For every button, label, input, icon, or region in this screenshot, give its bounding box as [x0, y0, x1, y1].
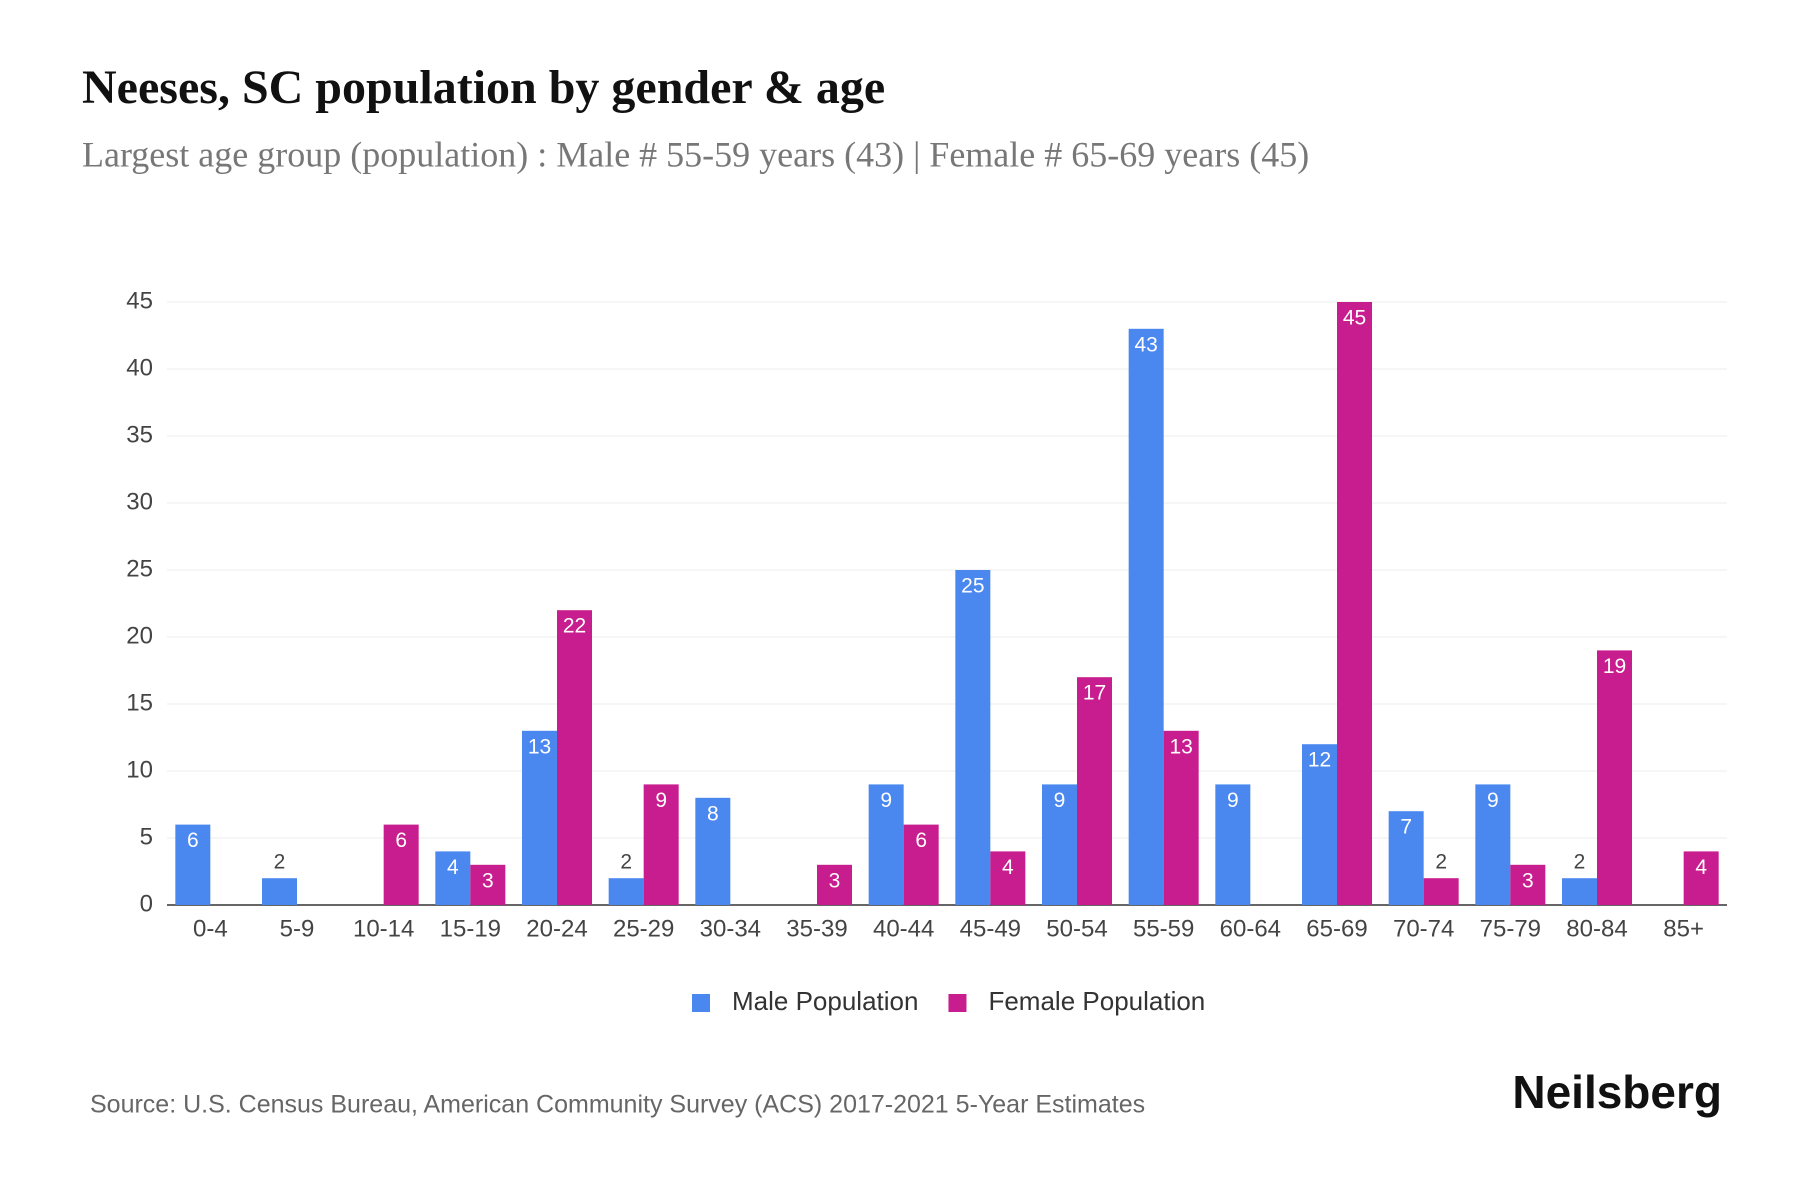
bar — [990, 851, 1026, 905]
y-tick-label: 5 — [140, 823, 153, 850]
bar — [1077, 677, 1112, 905]
value-label: 13 — [1169, 735, 1192, 758]
x-tick-label: 65-69 — [1306, 915, 1367, 942]
bar — [1597, 650, 1632, 905]
bar — [435, 851, 471, 905]
x-tick-label: 35-39 — [786, 915, 847, 942]
value-label: 8 — [707, 802, 719, 825]
bar — [383, 824, 419, 905]
bar — [262, 878, 297, 905]
bar — [1302, 744, 1337, 905]
bar — [557, 610, 592, 905]
x-tick-label: 30-34 — [700, 915, 761, 942]
value-label: 6 — [187, 829, 199, 852]
bar — [1215, 784, 1251, 905]
value-label: 4 — [1695, 856, 1707, 879]
value-label: 45 — [1343, 307, 1366, 330]
bar — [695, 797, 731, 905]
bar — [1337, 302, 1372, 905]
bar — [868, 784, 904, 905]
value-label: 17 — [1083, 682, 1106, 705]
y-tick-label: 25 — [126, 555, 153, 582]
value-label: 9 — [1227, 789, 1239, 812]
x-tick-label: 55-59 — [1133, 915, 1194, 942]
value-label: 19 — [1603, 655, 1626, 678]
bar — [175, 824, 211, 905]
y-tick-label: 45 — [126, 287, 153, 314]
bar — [522, 730, 557, 905]
x-tick-label: 20-24 — [526, 915, 587, 942]
brand-logo: Neilsberg — [1512, 1066, 1722, 1118]
bar — [1423, 878, 1459, 905]
value-label: 9 — [655, 789, 667, 812]
x-tick-label: 0-4 — [193, 915, 228, 942]
y-tick-label: 10 — [126, 756, 153, 783]
value-label: 6 — [395, 829, 407, 852]
y-tick-label: 20 — [126, 622, 153, 649]
value-label: 43 — [1134, 333, 1157, 356]
bar — [955, 570, 991, 905]
chart-title: Neeses, SC population by gender & age — [82, 61, 885, 114]
value-label: 7 — [1400, 816, 1412, 839]
value-label: 3 — [1522, 869, 1534, 892]
bar — [470, 864, 506, 905]
value-label: 2 — [274, 851, 286, 874]
x-tick-label: 15-19 — [440, 915, 501, 942]
bar — [1388, 811, 1424, 905]
legend-marker — [948, 994, 967, 1012]
bar — [1163, 730, 1199, 905]
x-tick-label: 5-9 — [280, 915, 315, 942]
source: Source: U.S. Census Bureau, American Com… — [90, 1091, 1145, 1119]
chart-subtitle: Largest age group (population) : Male # … — [82, 134, 1309, 174]
value-label: 6 — [915, 829, 927, 852]
y-tick-label: 40 — [126, 354, 153, 381]
legend-label: Female Population — [988, 986, 1205, 1016]
value-label: 2 — [620, 851, 632, 874]
value-label: 25 — [961, 575, 984, 598]
bar — [1475, 784, 1511, 905]
bar — [1683, 851, 1719, 905]
legend-marker — [692, 994, 710, 1012]
bar — [817, 864, 852, 905]
x-tick-label: 70-74 — [1393, 915, 1454, 942]
value-label: 3 — [482, 869, 494, 892]
x-tick-label: 10-14 — [353, 915, 414, 942]
bar — [1562, 878, 1597, 905]
value-label: 22 — [563, 615, 586, 638]
bar — [1128, 328, 1164, 905]
x-tick-label: 25-29 — [613, 915, 674, 942]
y-tick-label: 30 — [126, 488, 153, 515]
value-label: 9 — [1487, 789, 1499, 812]
x-tick-label: 40-44 — [873, 915, 934, 942]
y-tick-label: 15 — [126, 689, 153, 716]
y-tick-label: 35 — [126, 421, 153, 448]
bar — [1510, 864, 1546, 905]
x-tick-label: 45-49 — [960, 915, 1021, 942]
y-tick-label: 0 — [140, 890, 153, 917]
value-label: 9 — [1054, 789, 1066, 812]
bar — [608, 878, 644, 905]
x-tick-label: 75-79 — [1480, 915, 1541, 942]
bar — [643, 784, 679, 905]
value-label: 2 — [1574, 851, 1586, 874]
x-tick-label: 85+ — [1663, 915, 1704, 942]
value-label: 2 — [1435, 851, 1447, 874]
bar — [1042, 784, 1077, 905]
value-label: 9 — [880, 789, 892, 812]
x-tick-label: 80-84 — [1566, 915, 1627, 942]
bar — [903, 824, 939, 905]
value-label: 12 — [1308, 749, 1331, 772]
x-tick-label: 60-64 — [1220, 915, 1281, 942]
value-label: 4 — [1002, 856, 1014, 879]
legend-label: Male Population — [732, 986, 918, 1016]
value-label: 13 — [528, 735, 551, 758]
value-label: 4 — [447, 856, 459, 879]
x-tick-label: 50-54 — [1046, 915, 1107, 942]
value-label: 3 — [829, 869, 841, 892]
